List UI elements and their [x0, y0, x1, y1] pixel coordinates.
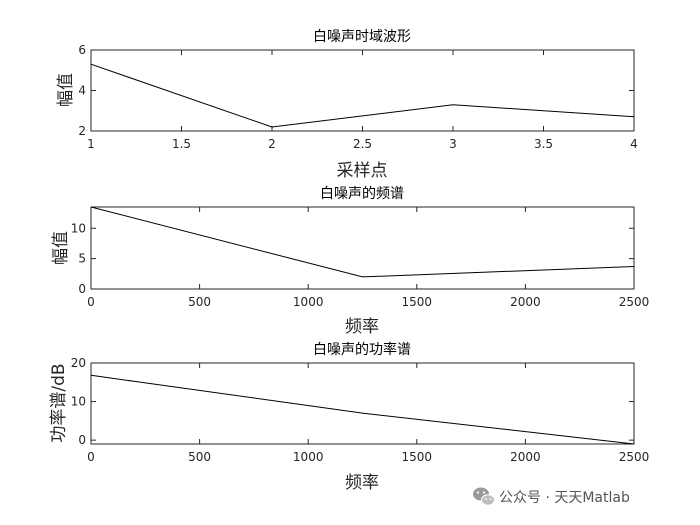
chart-title-3: 白噪声的功率谱 [313, 341, 411, 358]
x-tick-label: 3.5 [534, 137, 553, 151]
x-tick-label: 1500 [402, 450, 433, 464]
y-tick-label: 10 [71, 395, 86, 409]
x-tick-label: 500 [188, 295, 211, 309]
x-tick-label: 4 [630, 137, 638, 151]
x-tick-label: 1000 [293, 450, 324, 464]
y-tick-label: 0 [78, 282, 86, 296]
plot-area-1 [90, 49, 635, 132]
y-ticks-3: 0 10 20 [71, 356, 634, 447]
x-tick-label: 2500 [619, 295, 650, 309]
x-axis-label-1: 采样点 [337, 161, 388, 181]
x-ticks-3: 0 500 1000 1500 2000 2500 [87, 363, 649, 464]
x-ticks-2: 0 500 1000 1500 2000 2500 [87, 207, 649, 309]
x-tick-label: 1500 [402, 295, 433, 309]
x-tick-label: 0 [87, 450, 95, 464]
x-tick-label: 2000 [510, 450, 541, 464]
chart-title-2: 白噪声的频谱 [320, 186, 404, 202]
x-tick-label: 0 [87, 295, 95, 309]
y-tick-label: 2 [78, 124, 86, 138]
subplot-time-domain: 1 1.5 2 2.5 3 3.5 4 2 4 6 白噪声时域波形 采样点 幅值 [56, 29, 638, 181]
y-axis-label-3: 功率谱/dB [49, 363, 69, 442]
x-tick-label: 2000 [510, 295, 541, 309]
subplot-spectrum: 0 500 1000 1500 2000 2500 0 5 10 白噪声的频谱 频率 幅值 [51, 186, 649, 337]
x-axis-label-2: 频率 [345, 317, 379, 337]
x-tick-label: 1 [87, 137, 95, 151]
y-tick-label: 10 [71, 221, 86, 235]
y-axis-label-2: 幅值 [51, 231, 71, 265]
series-line-3 [90, 374, 635, 445]
y-tick-label: 20 [71, 356, 86, 370]
y-tick-label: 5 [78, 252, 86, 266]
x-axis-label-3: 频率 [345, 473, 379, 493]
plot-area-2 [90, 206, 635, 290]
x-tick-label: 2 [268, 137, 276, 151]
x-tick-label: 1000 [293, 295, 324, 309]
watermark: 公众号 · 天天Matlab [473, 487, 630, 506]
y-axis-label-1: 幅值 [56, 73, 76, 107]
y-tick-label: 4 [78, 84, 86, 98]
series-line-2 [90, 206, 635, 278]
wechat-icon [473, 487, 495, 506]
y-ticks-1: 2 4 6 [78, 43, 634, 138]
x-tick-label: 500 [188, 450, 211, 464]
x-tick-label: 2500 [619, 450, 650, 464]
y-tick-label: 6 [78, 43, 86, 57]
x-tick-label: 1.5 [172, 137, 191, 151]
series-line-1 [90, 63, 635, 128]
subplot-power-spectrum: 0 500 1000 1500 2000 2500 0 10 20 白噪声的功率谱 频率 功率… [49, 341, 649, 493]
y-ticks-2: 0 5 10 [71, 221, 634, 296]
plot-area-3 [90, 362, 635, 445]
x-ticks-1: 1 1.5 2 2.5 3 3.5 4 [87, 50, 638, 151]
chart-title-1: 白噪声时域波形 [313, 29, 411, 45]
x-tick-label: 3 [449, 137, 457, 151]
watermark-text: 公众号 · 天天Matlab [499, 490, 630, 506]
y-tick-label: 0 [78, 433, 86, 447]
x-tick-label: 2.5 [353, 137, 372, 151]
